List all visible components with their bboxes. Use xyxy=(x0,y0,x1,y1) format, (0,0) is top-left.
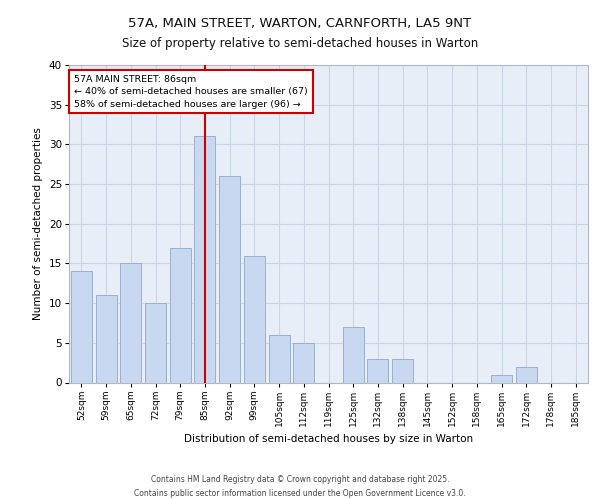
Bar xyxy=(219,176,240,382)
Bar xyxy=(392,358,413,382)
Bar xyxy=(293,343,314,382)
Bar xyxy=(71,272,92,382)
Bar xyxy=(244,256,265,382)
Bar xyxy=(120,264,141,382)
X-axis label: Distribution of semi-detached houses by size in Warton: Distribution of semi-detached houses by … xyxy=(184,434,473,444)
Text: 57A MAIN STREET: 86sqm
← 40% of semi-detached houses are smaller (67)
58% of sem: 57A MAIN STREET: 86sqm ← 40% of semi-det… xyxy=(74,74,308,108)
Text: Contains HM Land Registry data © Crown copyright and database right 2025.
Contai: Contains HM Land Registry data © Crown c… xyxy=(134,476,466,498)
Text: 57A, MAIN STREET, WARTON, CARNFORTH, LA5 9NT: 57A, MAIN STREET, WARTON, CARNFORTH, LA5… xyxy=(128,18,472,30)
Bar xyxy=(194,136,215,382)
Bar xyxy=(145,303,166,382)
Y-axis label: Number of semi-detached properties: Number of semi-detached properties xyxy=(33,128,43,320)
Bar xyxy=(343,327,364,382)
Bar xyxy=(516,366,537,382)
Bar xyxy=(95,295,116,382)
Text: Size of property relative to semi-detached houses in Warton: Size of property relative to semi-detach… xyxy=(122,38,478,51)
Bar xyxy=(269,335,290,382)
Bar xyxy=(367,358,388,382)
Bar xyxy=(491,374,512,382)
Bar xyxy=(170,248,191,382)
